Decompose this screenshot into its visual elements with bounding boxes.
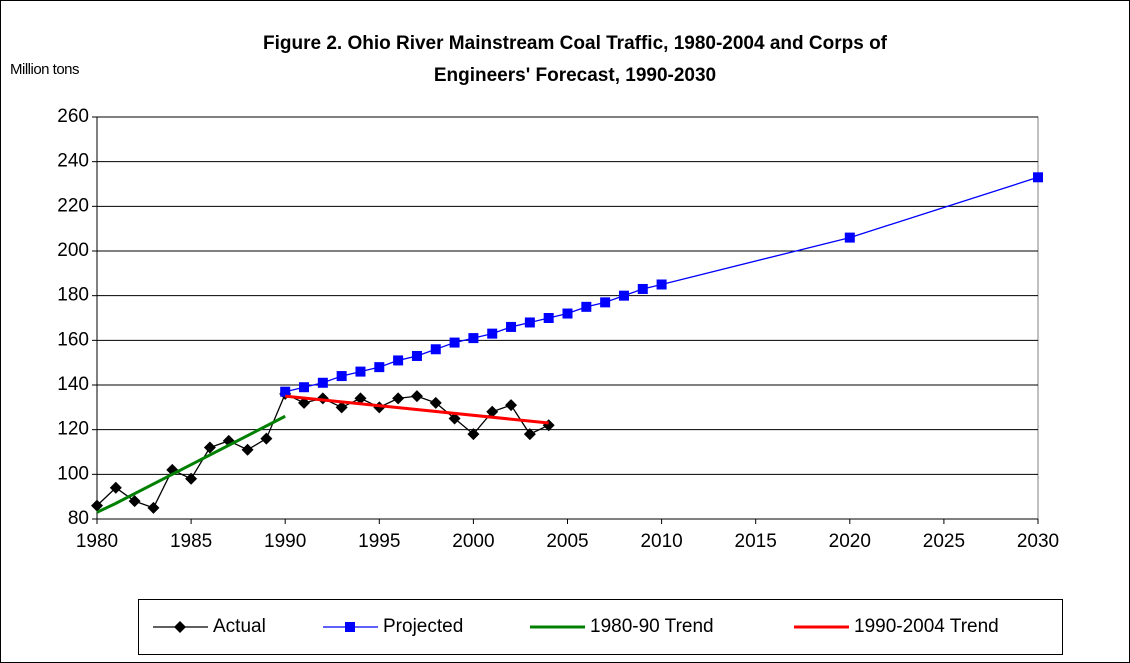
- y-tick-label: 160: [57, 329, 89, 350]
- x-tick-label: 2005: [546, 531, 588, 552]
- point: [448, 412, 461, 425]
- point: [280, 386, 291, 397]
- point: [656, 279, 667, 290]
- y-tick-label: 80: [68, 508, 89, 529]
- point: [543, 313, 554, 323]
- y-axis-label: Million tons: [10, 61, 79, 78]
- y-tick-label: 120: [57, 419, 89, 440]
- point: [562, 308, 573, 319]
- x-tick-label: 2015: [735, 531, 777, 552]
- point: [467, 428, 480, 441]
- point: [355, 366, 366, 377]
- point: [336, 371, 347, 382]
- point: [299, 382, 310, 393]
- x-tick-label: 1980: [76, 531, 118, 552]
- point: [486, 405, 499, 418]
- x-tick-label: 2030: [1017, 531, 1059, 552]
- series-line: [96, 414, 286, 514]
- legend-marker: [345, 622, 355, 632]
- point: [581, 301, 592, 312]
- point: [468, 333, 479, 344]
- x-tick-label: 2025: [923, 531, 965, 552]
- point: [335, 401, 348, 414]
- legend-label: Projected: [383, 616, 463, 637]
- legend-marker: [174, 621, 186, 633]
- y-tick-label: 200: [57, 240, 89, 261]
- point: [600, 297, 611, 308]
- chart-title: Engineers' Forecast, 1990-2030: [434, 65, 716, 86]
- point: [449, 337, 460, 348]
- point: [618, 290, 629, 301]
- point: [392, 392, 405, 405]
- point: [487, 328, 498, 339]
- x-tick-label: 2020: [829, 531, 871, 552]
- chart-title: Figure 2. Ohio River Mainstream Coal Tra…: [263, 33, 888, 54]
- point: [317, 377, 328, 388]
- point: [203, 441, 216, 454]
- point: [128, 495, 141, 508]
- point: [844, 232, 855, 243]
- point: [1033, 172, 1043, 183]
- point: [410, 390, 423, 403]
- point: [429, 396, 442, 409]
- y-tick-label: 180: [57, 285, 89, 306]
- x-tick-label: 2000: [452, 531, 494, 552]
- point: [354, 392, 367, 405]
- y-tick-label: 140: [57, 374, 89, 395]
- point: [393, 355, 404, 366]
- point: [523, 428, 536, 441]
- point: [185, 472, 198, 485]
- series-line: [285, 394, 549, 425]
- point: [147, 501, 160, 514]
- point: [524, 317, 535, 328]
- point: [241, 443, 254, 456]
- legend-label: 1990-2004 Trend: [854, 616, 999, 637]
- point: [374, 362, 385, 373]
- x-tick-label: 1990: [264, 531, 306, 552]
- point: [430, 344, 441, 355]
- point: [505, 399, 518, 412]
- y-tick-label: 240: [57, 151, 89, 172]
- point: [109, 481, 122, 494]
- legend-label: 1980-90 Trend: [590, 616, 714, 637]
- y-tick-label: 260: [57, 106, 89, 127]
- point: [260, 432, 273, 445]
- x-tick-label: 1985: [170, 531, 212, 552]
- legend-box: [138, 599, 1063, 655]
- point: [91, 499, 103, 512]
- point: [411, 350, 422, 361]
- y-tick-label: 100: [57, 463, 89, 484]
- point: [506, 321, 517, 332]
- point: [637, 283, 648, 294]
- x-tick-label: 2010: [640, 531, 682, 552]
- y-tick-label: 220: [57, 195, 89, 216]
- x-tick-label: 1995: [358, 531, 400, 552]
- legend-label: Actual: [213, 616, 266, 637]
